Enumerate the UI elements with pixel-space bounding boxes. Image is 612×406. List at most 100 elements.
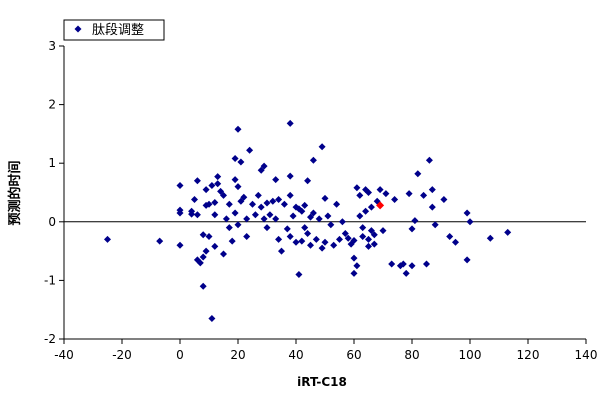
data-point xyxy=(356,191,364,199)
data-point xyxy=(350,237,358,245)
data-point xyxy=(298,207,306,215)
data-point xyxy=(234,125,242,133)
y-tick-label: 2 xyxy=(48,98,56,112)
data-point xyxy=(402,269,410,277)
x-tick-label: 0 xyxy=(176,348,184,362)
x-tick-label: 40 xyxy=(288,348,303,362)
data-point xyxy=(365,242,372,250)
x-tick-label: 20 xyxy=(230,348,245,362)
data-point xyxy=(211,242,219,250)
data-point xyxy=(202,247,210,255)
x-tick-label: 140 xyxy=(575,348,598,362)
x-tick-label: 80 xyxy=(404,348,419,362)
data-point xyxy=(428,203,436,211)
y-tick-label: 1 xyxy=(48,156,56,170)
data-point xyxy=(104,235,111,243)
data-point xyxy=(399,260,407,268)
data-point xyxy=(289,212,297,220)
legend: 肽段调整 xyxy=(63,19,165,41)
data-point xyxy=(321,194,329,202)
data-point xyxy=(191,196,198,204)
data-point xyxy=(388,260,396,268)
legend-marker-icon xyxy=(74,25,82,33)
data-point xyxy=(251,211,259,219)
y-tick-label: -1 xyxy=(44,273,56,287)
data-point xyxy=(312,235,320,243)
x-tick-label: 120 xyxy=(517,348,540,362)
data-point xyxy=(301,224,309,232)
data-point xyxy=(176,241,184,249)
data-point xyxy=(315,215,323,223)
data-point xyxy=(405,190,413,198)
x-tick-label: -20 xyxy=(112,348,132,362)
data-point xyxy=(466,218,474,226)
data-point xyxy=(301,201,309,209)
data-point xyxy=(423,260,430,268)
data-point xyxy=(356,212,364,220)
data-point xyxy=(440,196,448,204)
data-point xyxy=(272,215,280,223)
data-point xyxy=(370,231,378,239)
data-point xyxy=(367,203,375,211)
data-point xyxy=(231,176,239,184)
data-point xyxy=(411,217,419,225)
data-point xyxy=(249,200,256,208)
data-point xyxy=(330,241,338,249)
data-point xyxy=(240,193,248,201)
data-point xyxy=(309,156,317,164)
data-point xyxy=(214,180,222,188)
data-point xyxy=(205,232,213,240)
data-point xyxy=(359,224,367,232)
x-axis-label: iRT-C18 xyxy=(297,375,347,389)
data-point xyxy=(309,209,317,217)
data-point xyxy=(272,176,280,184)
data-point xyxy=(275,235,283,243)
data-point xyxy=(254,191,262,199)
data-point xyxy=(333,200,341,208)
legend-label: 肽段调整 xyxy=(92,23,144,38)
data-point xyxy=(414,170,422,178)
data-point xyxy=(486,234,494,242)
axes: -40 -20 0 20 40 60 80 100 120 140 -2 -1 0 1 2 3 xyxy=(44,39,597,362)
y-tick-label: 0 xyxy=(48,215,56,229)
data-point xyxy=(199,253,207,261)
data-point xyxy=(196,259,204,267)
data-point xyxy=(231,209,239,217)
data-point xyxy=(353,184,361,192)
data-point xyxy=(275,196,283,204)
data-point xyxy=(391,196,399,204)
x-tick-label: 60 xyxy=(346,348,361,362)
data-point xyxy=(199,282,207,290)
data-point xyxy=(283,225,291,233)
data-point xyxy=(324,212,332,220)
data-point xyxy=(211,198,219,206)
data-point xyxy=(370,240,378,248)
data-point xyxy=(318,143,326,151)
data-point xyxy=(280,200,288,208)
data-point xyxy=(225,200,233,208)
data-point xyxy=(246,146,254,154)
data-point xyxy=(365,189,372,196)
data-point xyxy=(243,215,251,223)
highlighted-data-point xyxy=(376,201,385,210)
data-point xyxy=(452,238,459,246)
data-point xyxy=(298,237,306,245)
data-point xyxy=(208,181,216,189)
data-point xyxy=(408,262,416,270)
data-point xyxy=(211,211,219,219)
data-point xyxy=(327,221,335,229)
data-point xyxy=(359,232,367,240)
data-point xyxy=(382,190,390,198)
data-point xyxy=(321,238,329,246)
data-point xyxy=(234,221,242,229)
data-point xyxy=(379,227,387,235)
data-point xyxy=(156,237,164,245)
data-point xyxy=(408,225,416,233)
data-point xyxy=(257,203,265,211)
data-point xyxy=(237,197,245,205)
data-point xyxy=(428,186,436,194)
data-point xyxy=(307,241,314,249)
data-point xyxy=(367,227,375,235)
